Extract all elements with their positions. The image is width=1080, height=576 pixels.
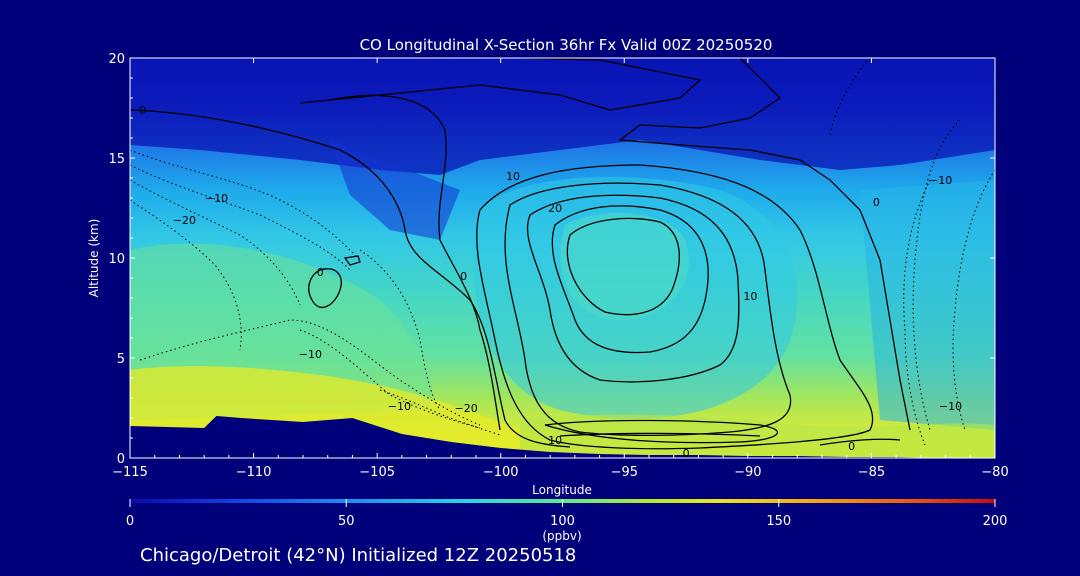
- contour-label-text: −20: [173, 214, 196, 227]
- contour-label: 0: [848, 440, 855, 453]
- colorbar-tick-label: 100: [550, 514, 575, 529]
- y-tick-label: 5: [117, 352, 125, 367]
- contour-label-text: 10: [743, 290, 757, 303]
- terrain-mask: [130, 416, 995, 458]
- y-axis: 0 5 10 15 20: [108, 52, 995, 467]
- contour-line: [343, 255, 361, 266]
- contour-label-text: −10: [388, 400, 411, 413]
- contour-line: [526, 194, 740, 383]
- contour-labels: 0 10 20 10 0 0 10 0 0 0 −10 −20 −10 −10 −20 −10 −10: [139, 104, 962, 460]
- contour-label: −20: [455, 402, 478, 415]
- y-tick-label: 10: [108, 252, 125, 267]
- contour-label: 10: [506, 170, 520, 183]
- central-core-patch: [560, 213, 689, 320]
- contour-line: [130, 149, 361, 261]
- contour-line: [566, 217, 680, 316]
- contour-line: [504, 182, 792, 437]
- contour-line: [551, 205, 709, 354]
- contour-label: −10: [388, 400, 411, 413]
- colorbar-tick-label: 50: [338, 514, 355, 529]
- plot-area: 0 10 20 10 0 0 10 0 0 0 −10 −20 −10 −10 −20 −10 −10: [130, 58, 995, 460]
- contour-line: [139, 319, 481, 426]
- contour-label: 0: [317, 266, 324, 279]
- contour-line: [130, 179, 301, 306]
- contour-line: [559, 432, 761, 437]
- contour-label-text: 20: [548, 202, 562, 215]
- y-axis-label: Altitude (km): [87, 219, 101, 298]
- contour-label: −10: [929, 174, 952, 187]
- x-tick-label: −85: [858, 465, 885, 480]
- contour-line: [819, 438, 901, 446]
- colorbar-unit-label: (ppbv): [542, 529, 581, 543]
- contour-label-text: 10: [548, 434, 562, 447]
- contour-label-text: −10: [929, 174, 952, 187]
- contour-line: [130, 164, 351, 271]
- colorbar: 0 50 100 150 200 (ppbv): [126, 499, 1008, 543]
- y-tick-label: 15: [108, 152, 125, 167]
- contour-line: [476, 164, 874, 450]
- contour-label: 0: [683, 447, 690, 460]
- x-tick-label: −110: [236, 465, 272, 480]
- contour-label: 20: [548, 202, 562, 215]
- contour-line: [308, 268, 342, 309]
- contour-line: [130, 109, 571, 448]
- contour-label: −10: [205, 192, 228, 205]
- contour-label-text: 10: [506, 170, 520, 183]
- contour-label: 10: [548, 434, 562, 447]
- x-tick-label: −80: [981, 465, 1008, 480]
- contour-label-text: 0: [139, 104, 146, 117]
- upper-low-co-patch: [130, 58, 995, 175]
- contour-line: [952, 169, 995, 431]
- contour-label: 0: [139, 104, 146, 117]
- y-tick-label: 0: [117, 452, 125, 467]
- x-tick-label: −100: [483, 465, 519, 480]
- contour-label: −10: [939, 400, 962, 413]
- colorbar-tick-label: 200: [983, 514, 1008, 529]
- x-tick-label: −95: [611, 465, 638, 480]
- contour-label-text: 0: [683, 447, 690, 460]
- contour-line: [299, 58, 702, 111]
- contour-label-text: 0: [848, 440, 855, 453]
- x-tick-label: −105: [359, 465, 395, 480]
- x-tick-label: −115: [112, 465, 148, 480]
- upper-mid-co-patch: [330, 140, 460, 240]
- contour-label-text: 0: [317, 266, 324, 279]
- x-tick-label: −90: [734, 465, 761, 480]
- contour-label-text: 0: [873, 196, 880, 209]
- contour-label: 0: [460, 270, 467, 283]
- contour-label: 0: [873, 196, 880, 209]
- contour-label-text: −10: [299, 348, 322, 361]
- x-axis-label: Longitude: [532, 483, 592, 497]
- contour-label: 10: [743, 290, 757, 303]
- contour-label-text: −10: [939, 400, 962, 413]
- colorbar-tick-label: 0: [126, 514, 134, 529]
- colorbar-ticks: 0 50 100 150 200: [126, 499, 1008, 529]
- contour-line: [829, 58, 871, 136]
- x-axis: −115 −110 −105 −100 −95 −90 −85 −80: [112, 58, 1009, 480]
- east-band-patch: [860, 180, 995, 430]
- negative-contours: [130, 58, 995, 446]
- contour-label-text: −10: [205, 192, 228, 205]
- contour-label-text: −20: [455, 402, 478, 415]
- chart-title: CO Longitudinal X-Section 36hr Fx Valid …: [360, 36, 773, 54]
- positive-contours: [130, 58, 911, 450]
- contour-label: −20: [173, 214, 196, 227]
- contour-line: [618, 58, 911, 431]
- contour-label-text: 0: [460, 270, 467, 283]
- contour-line: [544, 419, 779, 444]
- y-tick-label: 20: [108, 52, 125, 67]
- footer-caption: Chicago/Detroit (42°N) Initialized 12Z 2…: [140, 545, 576, 566]
- colorbar-tick-label: 150: [766, 514, 791, 529]
- contour-line: [329, 94, 501, 431]
- contour-label: −10: [299, 348, 322, 361]
- contour-line: [379, 389, 501, 436]
- contour-line: [903, 179, 931, 446]
